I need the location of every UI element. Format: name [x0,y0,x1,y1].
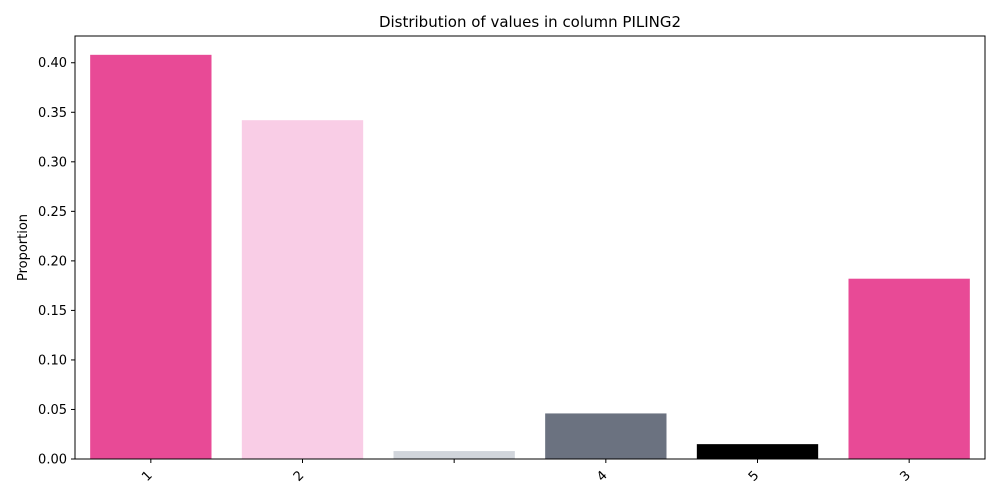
y-tick-label: 0.05 [38,403,67,418]
x-axis: 1 2 4 5 3 [139,459,914,485]
y-tick-label: 0.10 [38,353,67,368]
bar-2 [241,120,364,460]
y-tick-label: 0.00 [38,453,67,468]
x-tick-label: 5 [746,468,762,484]
x-tick-label: 1 [139,468,155,484]
y-tick-label: 0.30 [38,155,67,170]
x-tick-label: 4 [594,468,610,484]
x-tick-label: 3 [898,468,914,484]
y-tick-label: 0.40 [38,56,67,71]
y-tick-label: 0.15 [38,304,67,319]
y-axis: 0.00 0.05 0.10 0.15 0.20 0.25 0.30 0.35 0.40 [38,56,75,468]
plot-area-frame [74,35,986,460]
chart-title: Distribution of values in column PILING2 [379,13,681,31]
bar-6 [848,278,970,459]
y-tick-label: 0.35 [38,106,67,121]
bar-1 [90,54,212,459]
bars-group [90,54,970,460]
bar-5 [696,444,819,459]
y-tick-label: 0.25 [38,205,67,220]
bar-3 [393,451,515,459]
x-tick-label: 2 [291,468,307,484]
y-axis-label: Proportion [16,214,31,281]
y-tick-label: 0.20 [38,254,67,269]
bar-4 [545,413,667,459]
